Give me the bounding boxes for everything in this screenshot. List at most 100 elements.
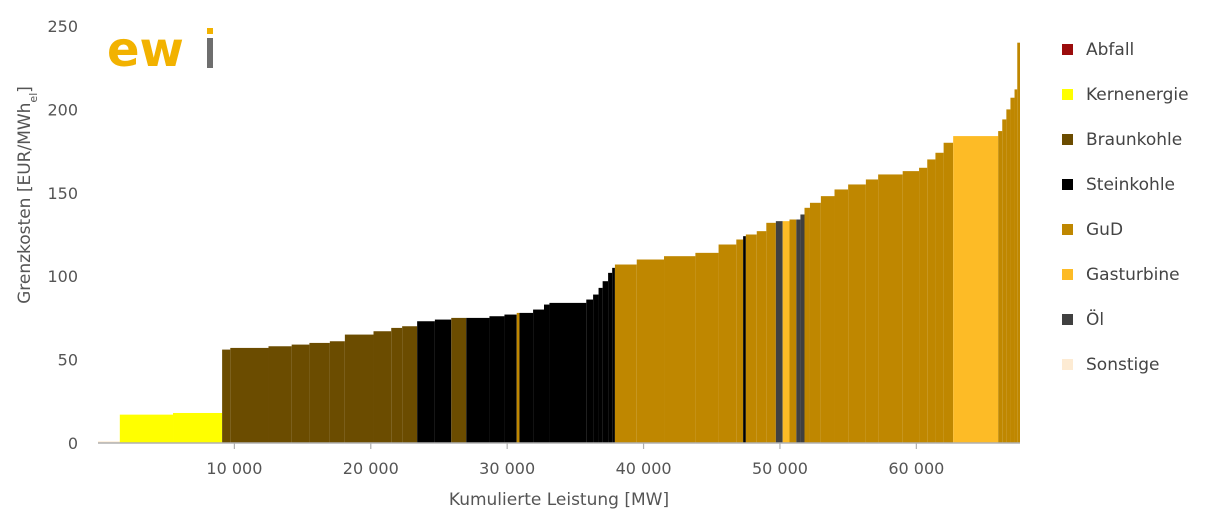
bar-steinkohle [743,236,746,443]
bar-gud [1002,119,1007,443]
legend-label: Sonstige [1086,355,1159,375]
bar-gud [695,252,719,443]
bar-gud [809,202,821,443]
bar-braunkohle [344,334,374,443]
x-axis-label: Kumulierte Leistung [MW] [449,490,669,510]
x-tick-label: 60 000 [888,459,944,478]
bar-gud [664,256,696,443]
y-tick-label: 0 [68,434,78,453]
x-tick-label: 40 000 [616,459,672,478]
bar-braunkohle [402,326,418,443]
legend-swatch [1062,179,1073,190]
bar-gud [935,152,944,443]
bar-gud [878,174,903,443]
bar-steinkohle [549,302,587,443]
bar-steinkohle [489,316,505,443]
y-axis-label: Grenzkosten [EUR/MWhel] [15,86,40,304]
bar-gud [1017,42,1020,444]
x-tick-label: 50 000 [752,459,808,478]
logo-ew: ew [107,22,184,78]
bar-gud [789,219,797,443]
bar-gud [919,167,928,443]
legend-swatch [1062,134,1073,145]
bar-gud [998,131,1003,443]
bar-gud [1006,109,1011,444]
x-tick-label: 30 000 [479,459,535,478]
bar-gasturbine [782,221,790,443]
y-tick-label: 50 [58,351,78,370]
bar-braunkohle [391,327,403,443]
bar-steinkohle [466,317,490,443]
x-tick-label: 10 000 [206,459,262,478]
bar-gud [614,264,637,443]
bar-gud [766,222,776,443]
bar-gud [902,171,920,443]
bar-gud [718,244,737,443]
legend-swatch [1062,359,1073,370]
bar-steinkohle [593,294,599,443]
legend-label: Braunkohle [1086,130,1182,150]
bar-steinkohle [598,287,603,443]
bar-braunkohle [451,317,467,443]
bar-kernenergie [119,414,174,443]
bar-gud [756,231,767,443]
bar-braunkohle [268,346,292,443]
bar-gud [1014,89,1018,443]
bar-steinkohle [602,281,609,443]
bar-steinkohle [612,267,615,443]
logo-i-dot [207,28,213,34]
legend-label: Steinkohle [1086,175,1175,195]
bar-gasturbine [953,136,999,443]
bar-gud [736,239,744,443]
bar-kernenergie [173,412,223,443]
bar-gud [745,234,757,443]
bar-steinkohle [586,299,594,443]
bar-braunkohle [373,331,392,443]
bar-steinkohle [608,272,613,443]
bar-gud [516,312,520,443]
legend-label: Gasturbine [1086,265,1180,285]
bar-gud [865,179,879,443]
legend-swatch [1062,314,1073,325]
legend-label: Öl [1086,308,1104,330]
bar-steinkohle [504,314,517,443]
bar-öl [775,221,783,443]
legend-swatch [1062,44,1073,55]
bar-gud [834,189,849,443]
bar-gud [820,196,835,443]
logo-i-stem [207,38,213,68]
y-tick-label: 100 [47,267,78,286]
bar-steinkohle [544,304,550,443]
legend-label: GuD [1086,220,1123,240]
legend-swatch [1062,89,1073,100]
bar-braunkohle [309,342,330,443]
legend-swatch [1062,269,1073,280]
bar-öl [800,214,805,443]
bar-gud [1010,97,1015,443]
y-tick-label: 150 [47,184,78,203]
x-axis-ticks: 10 000 20 000 30 000 40 000 50 000 60 000 [206,443,944,478]
legend: Abfall Kernenergie Braunkohle Steinkohle GuD… [1062,40,1189,375]
bar-gud [848,184,866,443]
bar-steinkohle [533,309,544,443]
merit-order-bars [98,42,1020,444]
bar-gud [927,159,936,443]
bar-steinkohle [519,312,534,443]
bar-öl [796,219,801,443]
bar-braunkohle [230,347,269,443]
x-tick-label: 20 000 [343,459,399,478]
bar-braunkohle [329,341,345,443]
bar-braunkohle [222,349,231,443]
y-tick-label: 250 [47,17,78,36]
bar-gud [943,142,954,443]
legend-label: Abfall [1086,40,1134,60]
bar-steinkohle [417,321,435,443]
y-tick-label: 200 [47,100,78,119]
y-axis-ticks: 0 50 100 150 200 250 [47,17,78,453]
bar-sonstige [98,441,120,443]
bar-steinkohle [434,319,452,443]
bar-gud [636,259,665,443]
ewi-logo: ew [107,22,213,78]
legend-swatch [1062,224,1073,235]
